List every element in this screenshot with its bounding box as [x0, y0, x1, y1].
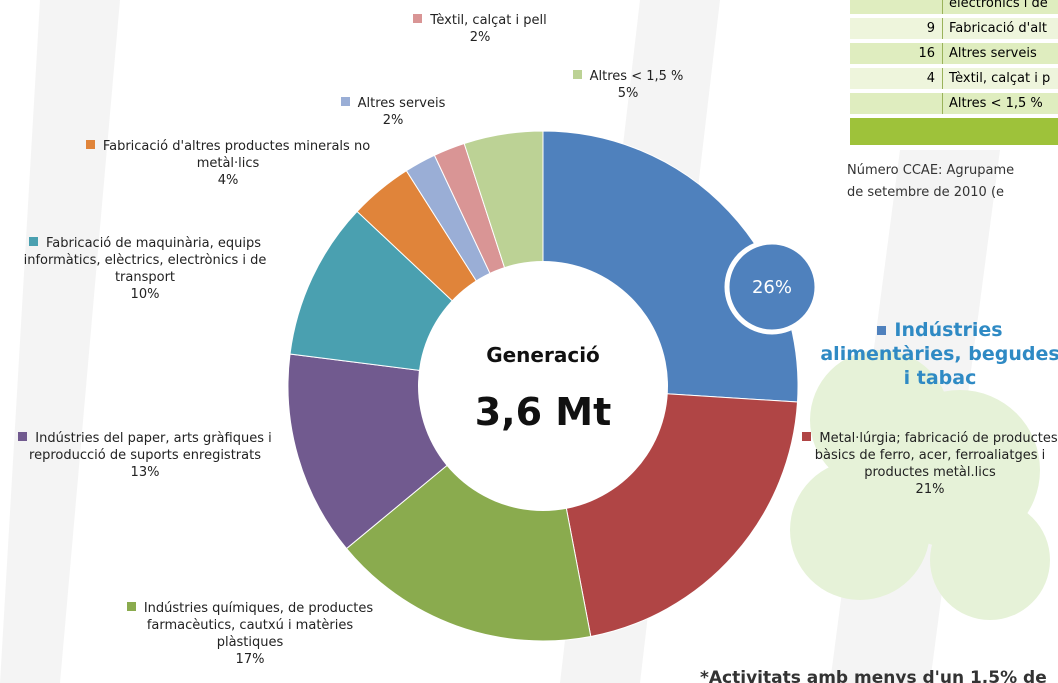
row-text: electrònics i de — [942, 0, 1048, 14]
slice-label: Tèxtil, calçat i pell 2% — [390, 12, 570, 46]
row-text: Fabricació d'alt — [942, 18, 1047, 39]
legend-marker — [340, 97, 350, 106]
legend-marker — [413, 14, 423, 23]
badge — [724, 239, 820, 335]
category-label: Metal·lúrgia; fabricació de productes bà… — [814, 431, 1058, 480]
category-label: Indústries químiques, de productes farma… — [143, 601, 374, 650]
badge-label: 26% — [752, 277, 792, 298]
center-value: 3,6 Mt — [475, 390, 612, 434]
value-label: 21% — [915, 482, 945, 497]
value-label: 5% — [617, 86, 639, 101]
slice-label: Indústries químiques, de productes farma… — [115, 600, 385, 668]
slice-label: Metal·lúrgia; fabricació de productes bà… — [795, 430, 1058, 498]
category-label: Altres serveis — [357, 96, 446, 111]
value-label: 10% — [130, 287, 160, 302]
category-label: Indústries del paper, arts gràfiques i r… — [29, 431, 272, 463]
footnote: *Activitats amb menys d'un 1,5% de — [700, 668, 1047, 683]
row-text: Altres < 1,5 % — [942, 93, 1043, 114]
legend-marker — [18, 432, 28, 441]
legend-marker — [572, 70, 582, 79]
table-footer — [850, 118, 1058, 145]
legend-marker — [877, 326, 887, 335]
slice-label: Indústries del paper, arts gràfiques i r… — [5, 430, 285, 481]
table-row: electrònics i de — [850, 0, 1058, 14]
value-label: 13% — [130, 465, 160, 480]
donut-hole — [418, 261, 668, 511]
legend-marker — [126, 602, 136, 611]
slice-label: Altres serveis 2% — [313, 95, 473, 129]
row-number: 4 — [926, 71, 935, 86]
category-label: Altres < 1,5 % — [589, 69, 684, 84]
row-text: Tèxtil, calçat i p — [942, 68, 1050, 89]
slice-label: Fabricació de maquinària, equips informà… — [5, 235, 285, 303]
slice-label: Fabricació d'altres productes minerals n… — [83, 138, 373, 189]
note: Número CCAE: Agrupame — [847, 163, 1015, 178]
table-row: 16 Altres serveis — [850, 43, 1058, 64]
center-title: Generació — [486, 343, 600, 367]
value-label: 2% — [382, 113, 404, 128]
note: de setembre de 2010 (e — [847, 185, 1005, 200]
table-row: 4 Tèxtil, calçat i p — [850, 68, 1058, 89]
category-label: Fabricació d'altres productes minerals n… — [102, 139, 371, 171]
slice-label: Indústries alimentàries, begudes i tabac — [815, 318, 1058, 390]
category-label: Tèxtil, calçat i pell — [430, 13, 547, 28]
legend-marker — [802, 432, 812, 441]
cloud — [790, 350, 1050, 620]
legend-marker — [28, 237, 38, 246]
category-label: Fabricació de maquinària, equips informà… — [23, 236, 267, 285]
table-row: 9 Fabricació d'alt — [850, 18, 1058, 39]
category-label: Indústries alimentàries, begudes i tabac — [820, 319, 1058, 389]
value-label: 4% — [217, 173, 239, 188]
row-number: 9 — [926, 21, 935, 36]
table-row: Altres < 1,5 % — [850, 93, 1058, 114]
legend-marker — [85, 140, 95, 149]
value-label: 2% — [469, 30, 491, 45]
value-label: 17% — [235, 652, 265, 667]
slice-label: Altres < 1,5 % 5% — [548, 68, 708, 102]
row-text: Altres serveis — [942, 43, 1037, 64]
row-number: 16 — [918, 46, 935, 61]
